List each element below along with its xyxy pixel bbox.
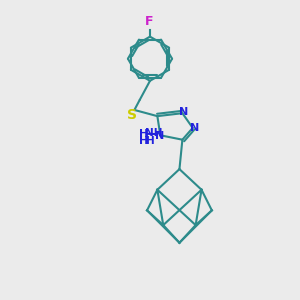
Text: H: H xyxy=(140,129,149,139)
Text: N: N xyxy=(179,107,188,117)
Text: N: N xyxy=(190,123,200,133)
Text: H: H xyxy=(146,136,155,146)
Text: F: F xyxy=(145,15,153,28)
Text: S: S xyxy=(127,108,137,122)
Text: H: H xyxy=(140,136,149,146)
Text: N: N xyxy=(154,131,164,141)
Text: NH: NH xyxy=(145,128,163,138)
